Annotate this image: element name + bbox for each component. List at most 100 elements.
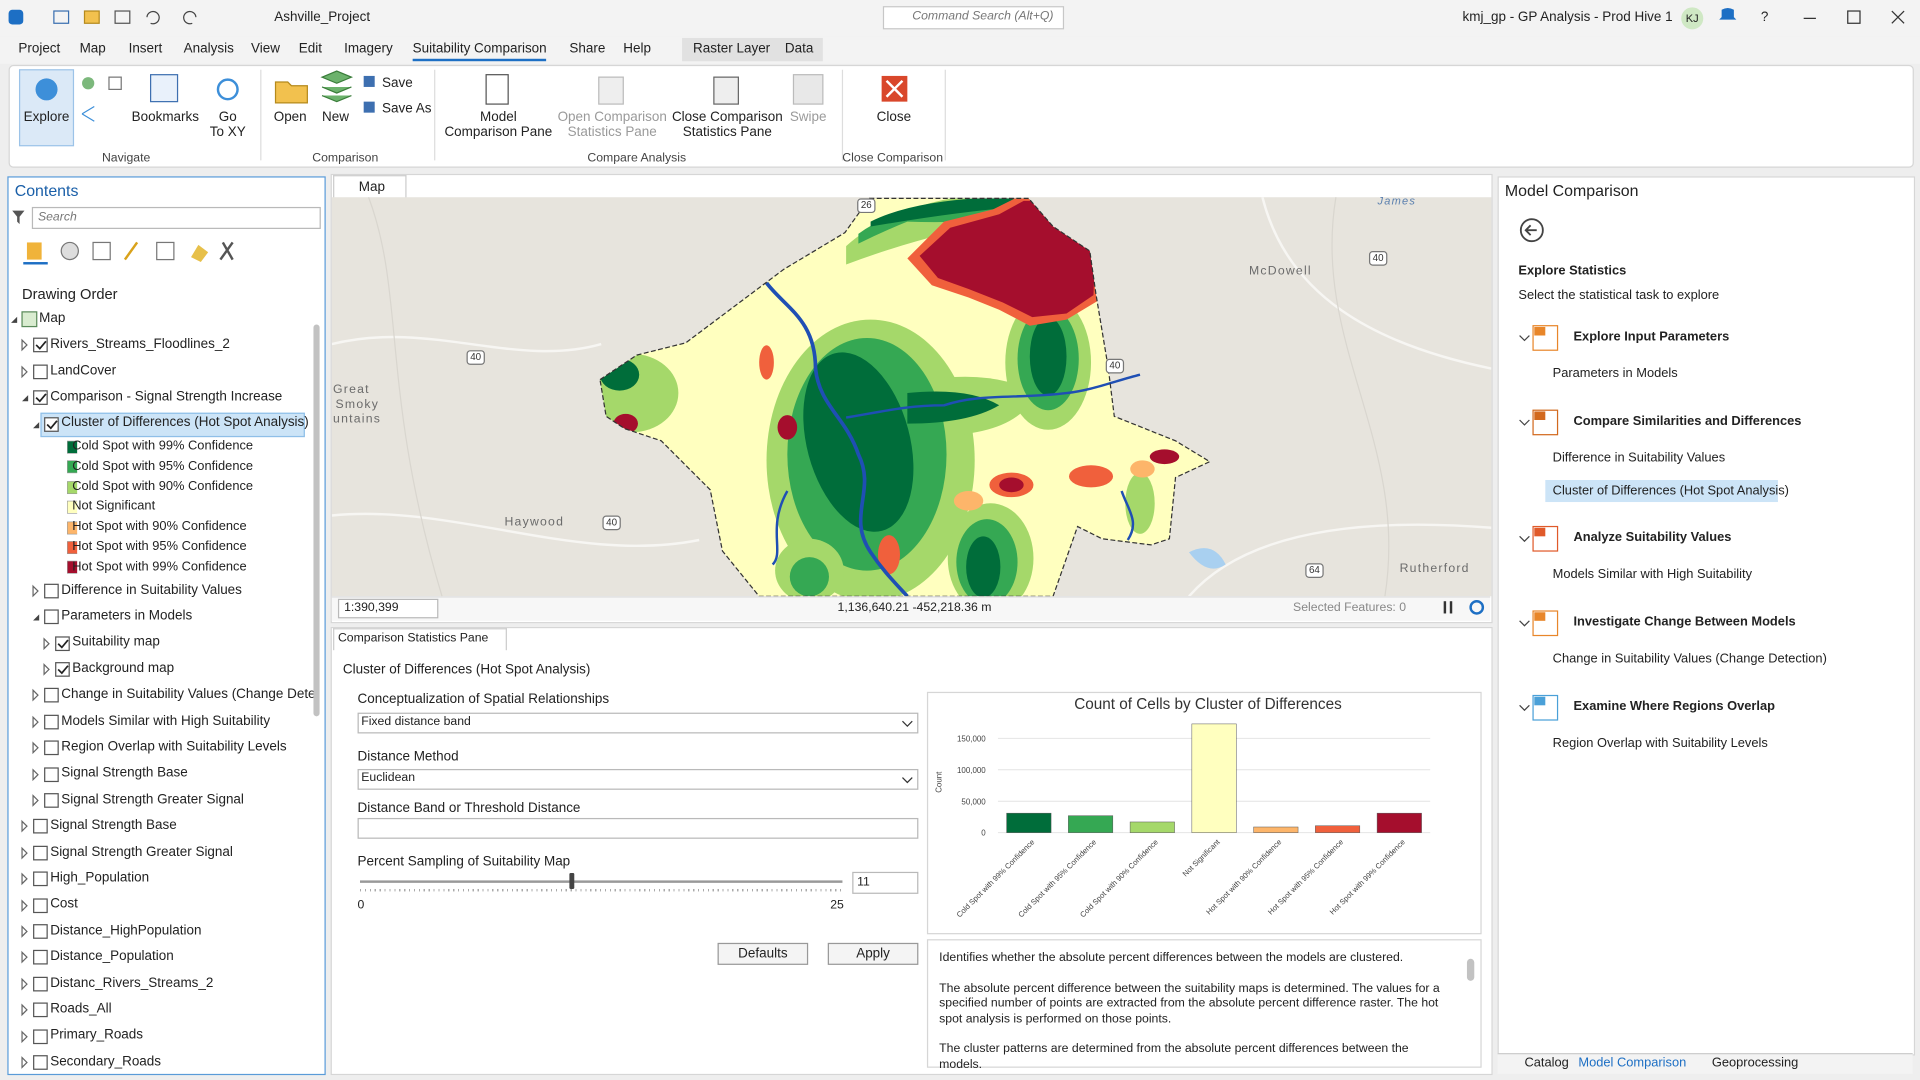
checkbox[interactable]: [44, 688, 59, 703]
command-search[interactable]: [882, 6, 1065, 30]
bottom-tab[interactable]: Geoprocessing: [1711, 1055, 1799, 1071]
ribbon-button[interactable]: Explore: [23, 110, 70, 125]
apply-button[interactable]: Apply: [827, 942, 919, 965]
layer-name[interactable]: Map: [39, 310, 66, 326]
map-canvas[interactable]: [331, 197, 1492, 597]
checkbox[interactable]: [33, 897, 48, 913]
user-avatar[interactable]: KJ: [1681, 7, 1704, 30]
checkbox[interactable]: [55, 635, 70, 651]
menu-tab[interactable]: Help: [623, 41, 651, 57]
layer-name[interactable]: Comparison - Signal Strength Increase: [50, 389, 283, 404]
menu-tab[interactable]: Analysis: [183, 41, 234, 57]
section-chevron[interactable]: [1519, 620, 1530, 627]
expander-collapsed[interactable]: [32, 715, 39, 729]
bottom-tab[interactable]: Catalog: [1524, 1055, 1569, 1071]
number-input[interactable]: [852, 871, 919, 894]
expander-expanded[interactable]: [33, 614, 40, 621]
task-link[interactable]: Cluster of Differences (Hot Spot Analysi…: [1552, 483, 1789, 499]
bottom-tab-active[interactable]: Model Comparison: [1578, 1055, 1687, 1071]
task-link[interactable]: Difference in Suitability Values: [1552, 450, 1726, 466]
scale-box[interactable]: [337, 598, 439, 619]
menu-tab-active[interactable]: Suitability Comparison: [412, 42, 547, 62]
checkbox[interactable]: [33, 950, 48, 966]
expander-collapsed[interactable]: [21, 820, 28, 834]
checkbox[interactable]: [33, 845, 48, 861]
layer-name[interactable]: Suitability map: [72, 634, 160, 650]
close-window-button[interactable]: [1891, 10, 1905, 24]
section-chevron[interactable]: [1519, 535, 1530, 543]
layer-name[interactable]: Rivers_Streams_Floodlines_2: [50, 336, 230, 352]
ribbon-button[interactable]: Save: [382, 75, 413, 91]
checkbox[interactable]: [44, 740, 59, 756]
context-tab[interactable]: Data: [784, 41, 814, 57]
layer-name[interactable]: Region Overlap with Suitability Levels: [61, 739, 287, 755]
section-title[interactable]: Examine Where Regions Overlap: [1573, 699, 1775, 714]
checkbox[interactable]: [33, 819, 48, 834]
layer-name[interactable]: Signal Strength Base: [61, 765, 188, 781]
section-title[interactable]: Explore Input Parameters: [1573, 329, 1730, 345]
map-tab[interactable]: Map: [358, 180, 385, 195]
project-name[interactable]: Ashville_Project: [274, 9, 371, 25]
expander-collapsed[interactable]: [32, 741, 39, 755]
section-chevron[interactable]: [1519, 704, 1530, 712]
layer-name[interactable]: Parameters in Models: [61, 608, 193, 624]
layer-name[interactable]: Change in Suitability Values (Change Det…: [61, 687, 314, 702]
expander-collapsed[interactable]: [21, 898, 28, 912]
layer-name[interactable]: Distance_HighPopulation: [50, 922, 202, 938]
checkbox[interactable]: [44, 609, 59, 625]
checkbox[interactable]: [33, 364, 48, 379]
layer-name[interactable]: Difference in Suitability Values: [61, 582, 242, 597]
map-tab-box[interactable]: [333, 175, 407, 199]
section-title[interactable]: Compare Similarities and Differences: [1573, 413, 1802, 429]
dropdown[interactable]: [357, 712, 919, 734]
expander-expanded[interactable]: [11, 316, 18, 323]
layer-name[interactable]: Signal Strength Base: [50, 818, 177, 833]
statistics-tab-box[interactable]: [333, 628, 507, 651]
slider-thumb[interactable]: [569, 873, 575, 889]
ribbon-button[interactable]: New: [322, 110, 349, 125]
expander-collapsed[interactable]: [21, 872, 28, 886]
expander-collapsed[interactable]: [43, 663, 50, 676]
layer-name[interactable]: Secondary_Roads: [50, 1053, 162, 1069]
checkbox[interactable]: [33, 338, 48, 353]
checkbox[interactable]: [55, 662, 70, 677]
checkbox[interactable]: [33, 871, 48, 887]
checkbox[interactable]: [44, 714, 59, 730]
expander-collapsed[interactable]: [21, 1056, 28, 1069]
checkbox[interactable]: [33, 1028, 48, 1044]
ribbon-button[interactable]: Bookmarks: [131, 110, 199, 125]
layer-name[interactable]: Distance_Population: [50, 949, 174, 964]
checkbox[interactable]: [44, 793, 59, 808]
ribbon-button[interactable]: Model Comparison Pane: [444, 110, 553, 140]
ribbon-button[interactable]: Close: [876, 110, 912, 125]
checkbox[interactable]: [33, 976, 48, 992]
layer-name[interactable]: High_Population: [50, 870, 150, 886]
section-chevron[interactable]: [1519, 335, 1530, 342]
checkbox[interactable]: [44, 583, 59, 599]
layer-name[interactable]: Models Similar with High Suitability: [61, 713, 271, 728]
expander-collapsed[interactable]: [21, 951, 28, 965]
expander-collapsed[interactable]: [32, 584, 39, 598]
menu-tab[interactable]: Share: [569, 41, 606, 57]
expander-collapsed[interactable]: [21, 339, 28, 352]
contents-search[interactable]: [31, 206, 321, 229]
section-title[interactable]: Investigate Change Between Models: [1573, 614, 1796, 630]
task-link[interactable]: Region Overlap with Suitability Levels: [1552, 735, 1768, 751]
context-tab[interactable]: Raster Layer: [693, 41, 771, 57]
expander-collapsed[interactable]: [32, 794, 39, 807]
expander-expanded[interactable]: [33, 421, 40, 428]
restore-button[interactable]: [1847, 10, 1861, 24]
ribbon-button[interactable]: Close Comparison Statistics Pane: [671, 110, 783, 140]
expander-collapsed[interactable]: [43, 636, 50, 650]
expander-collapsed[interactable]: [21, 365, 28, 379]
help-button[interactable]: ?: [1760, 9, 1769, 25]
layer-name[interactable]: Signal Strength Greater Signal: [61, 791, 244, 807]
checkbox[interactable]: [33, 390, 48, 406]
expander-collapsed[interactable]: [21, 977, 28, 991]
task-link[interactable]: Change in Suitability Values (Change Det…: [1552, 651, 1827, 667]
layer-name[interactable]: Cluster of Differences (Hot Spot Analysi…: [61, 415, 309, 431]
ribbon-button[interactable]: Save As: [382, 101, 432, 117]
expander-collapsed[interactable]: [21, 925, 28, 938]
statistics-tab[interactable]: Comparison Statistics Pane: [337, 631, 489, 646]
checkbox[interactable]: [33, 924, 48, 939]
